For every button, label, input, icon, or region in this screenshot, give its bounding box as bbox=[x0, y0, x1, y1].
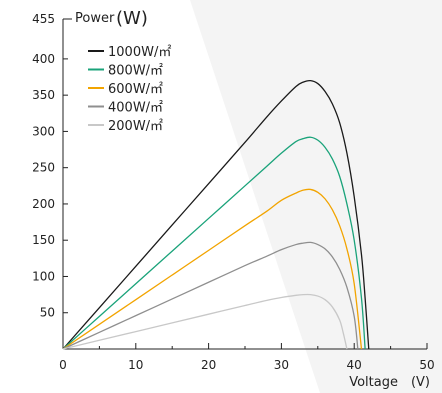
y-tick-label: 200 bbox=[32, 197, 55, 211]
x-tick-label: 30 bbox=[274, 358, 289, 372]
x-tick-label: 10 bbox=[128, 358, 143, 372]
background bbox=[190, 0, 442, 393]
y-tick-label: 50 bbox=[40, 306, 55, 320]
legend-label: 1000W/㎡ bbox=[108, 45, 171, 60]
y-axis-label-unit: (W) bbox=[116, 8, 148, 29]
y-tick-label: 300 bbox=[32, 124, 55, 138]
y-tick-label: 455 bbox=[32, 12, 55, 26]
y-tick-label: 250 bbox=[32, 161, 55, 175]
legend-label: 600W/㎡ bbox=[108, 82, 163, 97]
series-line-4 bbox=[62, 293, 348, 350]
legend-label: 800W/㎡ bbox=[108, 64, 163, 79]
x-tick-label: 40 bbox=[347, 358, 362, 372]
x-axis-label: Voltage (V) bbox=[349, 375, 430, 390]
series-line-3 bbox=[62, 241, 359, 350]
y-tick-label: 400 bbox=[32, 52, 55, 66]
legend-label: 400W/㎡ bbox=[108, 101, 163, 116]
y-axis-label-prefix: Power bbox=[75, 11, 115, 26]
axes: 0 10 20 30 40 50 50 100 150 200 250 300 350 400 455 bbox=[32, 12, 435, 372]
legend: 1000W/㎡ 800W/㎡ 600W/㎡ 400W/㎡ 200W/㎡ bbox=[88, 45, 171, 134]
series-line-0 bbox=[62, 79, 370, 350]
series-lines bbox=[62, 79, 370, 350]
x-tick-label: 0 bbox=[59, 358, 67, 372]
y-tick-label: 350 bbox=[32, 88, 55, 102]
y-tick-label: 100 bbox=[32, 269, 55, 283]
legend-label: 200W/㎡ bbox=[108, 119, 163, 134]
x-tick-label: 50 bbox=[419, 358, 434, 372]
series-line-2 bbox=[62, 188, 363, 350]
series-line-1 bbox=[62, 136, 366, 350]
x-tick-label: 20 bbox=[201, 358, 216, 372]
y-tick-label: 150 bbox=[32, 233, 55, 247]
